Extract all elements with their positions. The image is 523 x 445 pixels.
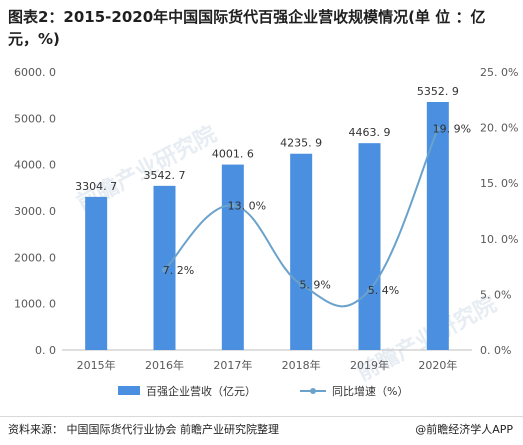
y-right-tick-label: 10. 0% [480,233,518,246]
y-left-tick-label: 5000. 0 [14,112,56,125]
chart-title: 图表2：2015-2020年中国国际货代百强企业营收规模情况(单 位 ：亿元，%… [8,8,486,48]
y-left-tick-label: 2000. 0 [14,251,56,264]
growth-point [162,267,167,273]
bar-value-label: 5352. 9 [417,85,459,98]
chart-axes: 0. 0 1000. 0 2000. 0 3000. 0 4000. 0 5000. 0 6… [14,66,518,372]
bar-value-label: 4463. 9 [349,126,391,139]
y-right-tick-label: 5. 0% [480,288,511,301]
y-right-tick-label: 25. 0% [480,66,518,79]
bar-value-label: 3304. 7 [75,180,117,193]
x-tick-label: 2019年 [350,358,389,372]
brand-credit: @前瞻经济学人APP [415,423,513,436]
bar [290,153,313,350]
growth-point [367,287,372,293]
source-note: 资料来源： 中国国际货代行业协会 前瞻产业研究院整理 [8,423,279,436]
bar [85,196,108,350]
bar-value-label: 4235. 9 [280,137,322,150]
y-left-tick-label: 1000. 0 [14,298,56,311]
y-left-tick-label: 6000. 0 [14,66,56,79]
bar [221,164,244,350]
y-left-tick-label: 4000. 0 [14,159,56,172]
growth-value-label: 5. 9% [299,278,330,291]
legend-bar-swatch [118,386,140,395]
x-tick-label: 2015年 [77,358,116,372]
bar-value-label: 3542. 7 [144,169,186,182]
footer: 资料来源： 中国国际货代行业协会 前瞻产业研究院整理 @前瞻经济学人APP [0,416,523,441]
growth-point [435,126,441,132]
legend-line-marker [310,388,316,394]
bar-value-label: 4001. 6 [212,148,254,161]
legend: 百强企业营收（亿元） 同比增速（%） [118,384,408,398]
growth-value-label: 13. 0% [228,199,266,212]
y-right-tick-label: 15. 0% [480,177,518,190]
line-series [162,126,441,308]
y-left-tick-label: 0. 0 [35,344,56,357]
x-tick-label: 2020年 [418,358,457,372]
growth-value-label: 7. 2% [163,264,194,277]
bar-series [85,101,449,350]
legend-line-label: 同比增速（%） [332,384,408,398]
growth-value-label: 19. 9% [433,123,471,136]
growth-value-label: 5. 4% [368,284,399,297]
x-tick-label: 2018年 [282,358,321,372]
legend-bar-label: 百强企业营收（亿元） [146,384,256,398]
y-right-tick-label: 0. 0% [480,344,511,357]
y-right-tick-label: 20. 0% [480,122,518,135]
growth-point [230,202,236,208]
x-tick-label: 2016年 [145,358,184,372]
y-left-tick-label: 3000. 0 [14,205,56,218]
data-labels: 3304. 7 3542. 7 4001. 6 4235. 9 4463. 9 5352.… [75,85,471,297]
x-tick-label: 2017年 [213,358,252,372]
bar [426,101,449,350]
growth-point [298,281,304,287]
bar [358,143,381,350]
